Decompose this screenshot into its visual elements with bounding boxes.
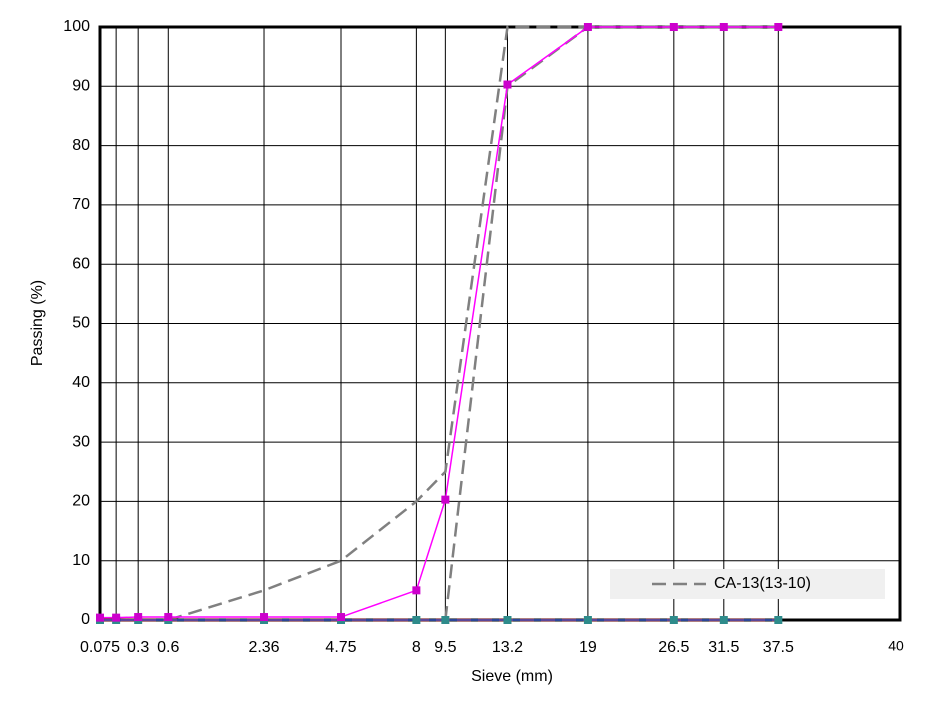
y-tick-label: 50 xyxy=(72,315,90,332)
marker xyxy=(583,23,592,31)
marker xyxy=(441,616,450,624)
y-tick-label: 40 xyxy=(72,374,90,391)
marker xyxy=(774,23,783,31)
series-line xyxy=(100,26,779,619)
x-tick-label: 0.3 xyxy=(127,639,149,656)
x-tick-label: 31.5 xyxy=(708,639,739,656)
y-tick-label: 70 xyxy=(72,196,90,213)
y-tick-label: 90 xyxy=(72,78,90,95)
marker xyxy=(719,23,728,31)
x-tick-label: 26.5 xyxy=(658,639,689,656)
marker xyxy=(669,616,678,624)
marker xyxy=(412,586,421,595)
marker xyxy=(134,613,143,622)
y-tick-label: 10 xyxy=(72,552,90,569)
x-tick-label: 0.075 xyxy=(80,639,120,656)
legend-label: CA-13(13-10) xyxy=(714,575,811,592)
marker xyxy=(112,613,121,622)
marker xyxy=(774,616,783,624)
marker xyxy=(719,616,728,624)
marker xyxy=(164,613,173,622)
marker xyxy=(583,616,592,624)
x-tick-label: 4.75 xyxy=(325,639,356,656)
x-tick-label: 9.5 xyxy=(434,639,456,656)
marker xyxy=(260,613,269,622)
y-tick-label: 80 xyxy=(72,137,90,154)
marker xyxy=(96,613,104,622)
y-tick-label: 20 xyxy=(72,493,90,510)
marker xyxy=(669,23,678,31)
x-tick-label: 37.5 xyxy=(763,639,794,656)
x-tick-label: 0.6 xyxy=(157,639,179,656)
x-tick-label: 2.36 xyxy=(248,639,279,656)
marker xyxy=(503,616,512,624)
y-axis-label: Passing (%) xyxy=(29,280,46,366)
y-tick-label: 60 xyxy=(72,255,90,272)
marker xyxy=(441,495,450,504)
marker xyxy=(337,613,346,622)
marker xyxy=(503,80,512,89)
x-axis-label: Sieve (mm) xyxy=(471,668,553,685)
x-end-label: 40 xyxy=(888,638,904,654)
y-tick-label: 100 xyxy=(63,18,90,35)
x-tick-label: 19 xyxy=(579,639,597,656)
marker xyxy=(412,616,421,624)
y-tick-label: 0 xyxy=(81,611,90,628)
x-tick-label: 8 xyxy=(412,639,421,656)
x-tick-label: 13.2 xyxy=(492,639,523,656)
y-tick-label: 30 xyxy=(72,433,90,450)
